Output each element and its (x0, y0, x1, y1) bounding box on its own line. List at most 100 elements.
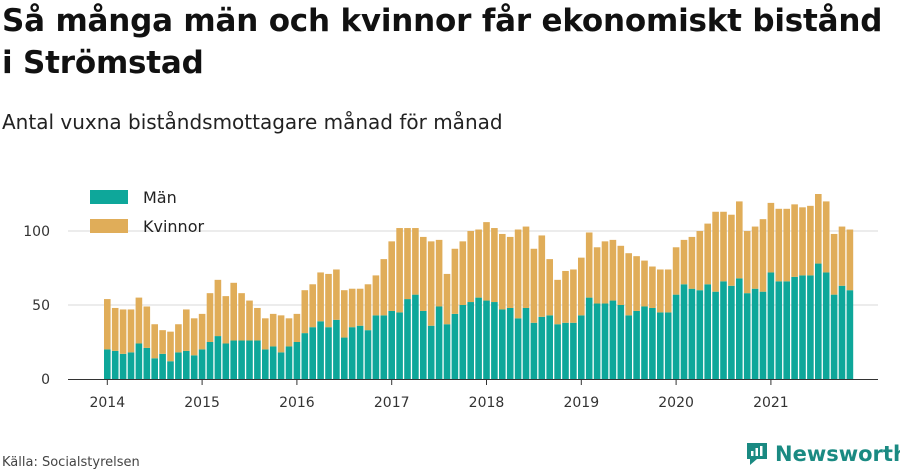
bar-women (412, 228, 419, 295)
bar-men (293, 342, 301, 379)
bar-men (246, 340, 253, 379)
bar-men (135, 343, 143, 379)
x-tick-label: 2021 (753, 395, 789, 411)
bar-women (585, 232, 593, 298)
x-tick-label: 2018 (469, 395, 505, 411)
bar-women (388, 241, 395, 311)
bar-men (822, 272, 830, 379)
bar-women (230, 282, 237, 341)
bar-women (198, 313, 206, 350)
bar-men (396, 312, 403, 379)
bar-men (254, 340, 261, 379)
bar-men (206, 342, 214, 379)
bar-men (664, 312, 672, 379)
newsworthy-brand[interactable]: Newsworthy (745, 441, 900, 467)
bar-men (435, 306, 443, 379)
bar-men (728, 285, 735, 379)
bar-women (420, 236, 427, 311)
bar-women (688, 236, 696, 289)
bar-women (293, 313, 301, 342)
bar-men (791, 276, 798, 379)
bar-men (641, 306, 648, 379)
bar-women (309, 284, 316, 328)
bar-men (317, 321, 324, 379)
bar-men (309, 327, 316, 379)
bar-men (751, 288, 759, 379)
bar-women (712, 211, 719, 292)
bar-women (704, 223, 711, 285)
bar-men (222, 343, 230, 379)
x-tick-label: 2020 (658, 395, 694, 411)
newsworthy-logo-icon (747, 443, 767, 465)
bar-men (277, 352, 285, 379)
bar-men (404, 299, 411, 379)
bar-women (190, 318, 198, 356)
bar-men (364, 330, 372, 379)
bar-men (459, 305, 467, 379)
bar-men (743, 293, 751, 379)
bar-women (246, 300, 253, 341)
bar-women (356, 288, 364, 326)
bar-women (285, 318, 293, 347)
legend: Män Kvinnor (90, 188, 204, 236)
y-tick-label: 50 (32, 298, 50, 314)
bar-women (751, 226, 759, 289)
bar-women (720, 211, 727, 282)
bar-women (633, 256, 640, 311)
bar-women (759, 219, 767, 292)
bar-men (807, 275, 814, 379)
bar-women (799, 207, 806, 276)
bar-women (317, 272, 324, 322)
bar-women (522, 226, 530, 308)
bar-men (183, 350, 190, 379)
bar-men (451, 313, 459, 379)
source-note: Källa: Socialstyrelsen (2, 455, 140, 470)
bar-men (578, 315, 585, 379)
bar-women (657, 269, 664, 313)
bar-men (262, 349, 269, 379)
bars (104, 194, 854, 379)
bar-women (143, 306, 151, 348)
legend-swatch-men (90, 190, 128, 204)
bar-women (546, 259, 553, 316)
bar-women (743, 231, 751, 294)
x-tick-label: 2017 (374, 395, 410, 411)
bar-men (104, 349, 111, 379)
bar-women (593, 247, 601, 304)
bar-men (214, 336, 222, 379)
bar-women (183, 309, 190, 351)
bar-women (104, 299, 111, 350)
bar-men (799, 275, 806, 379)
bar-men (712, 291, 719, 379)
legend-label-men: Män (143, 188, 177, 207)
bar-women (372, 275, 380, 316)
bar-men (341, 337, 348, 379)
bar-women (451, 248, 459, 314)
bar-women (333, 269, 340, 320)
bar-women (807, 205, 814, 276)
bar-men (696, 290, 704, 379)
bar-women (617, 245, 625, 305)
bar-women (262, 318, 269, 350)
bar-men (815, 263, 822, 379)
y-tick-label: 0 (41, 372, 50, 388)
bar-men (585, 297, 593, 379)
bar-men (767, 272, 775, 379)
bar-women (791, 204, 798, 277)
bar-men (348, 327, 356, 379)
bar-women (846, 229, 854, 291)
bar-men (633, 310, 640, 379)
x-tick-label: 2019 (563, 395, 599, 411)
bar-women (277, 315, 285, 353)
bar-women (214, 279, 222, 337)
bar-women (696, 231, 704, 291)
bar-men (111, 350, 119, 379)
bar-men (570, 322, 577, 379)
bar-men (514, 318, 522, 379)
chart-subtitle: Antal vuxna biståndsmottagare månad för … (2, 110, 503, 134)
bar-men (420, 310, 427, 379)
bar-women (341, 290, 348, 338)
bar-women (427, 241, 435, 326)
bar-men (617, 305, 625, 379)
bar-women (364, 284, 372, 331)
